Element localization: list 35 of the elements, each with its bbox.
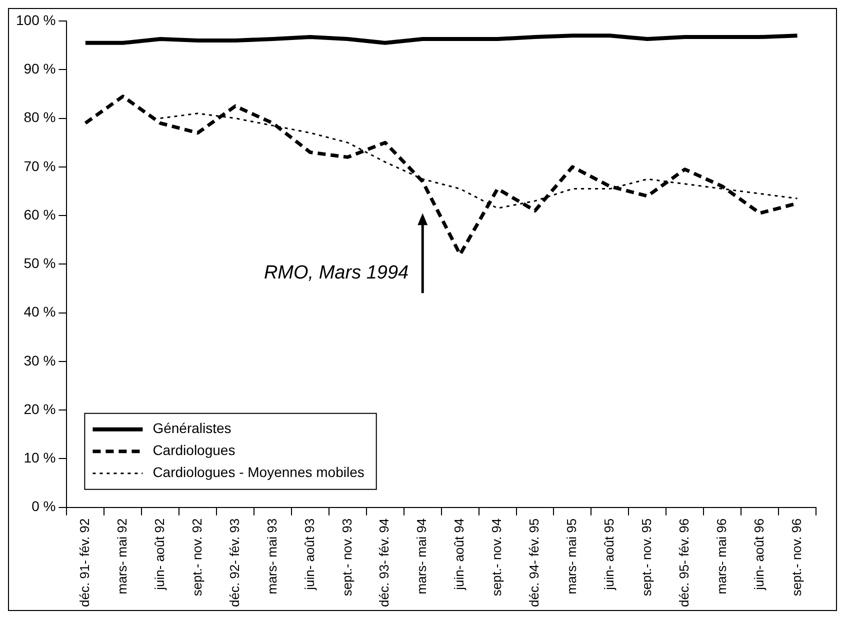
- x-tick-label: juin- août 94: [452, 518, 467, 591]
- y-tick-label: 50 %: [24, 255, 56, 272]
- y-tick-label: 30 %: [24, 352, 56, 368]
- y-tick-label: 0 %: [32, 498, 56, 514]
- y-tick-label: 90 %: [24, 60, 56, 76]
- x-tick-label: juin- août 93: [302, 518, 317, 591]
- x-tick-label: sept.- nov. 95: [638, 518, 654, 596]
- x-tick-label: déc. 95- fév. 96: [676, 518, 692, 608]
- x-tick-label: sept.- nov. 96: [788, 518, 804, 596]
- x-tick-label: mars- mai 92: [114, 518, 130, 594]
- x-tick-label: juin- août 95: [602, 518, 617, 591]
- legend-label: Cardiologues: [152, 442, 236, 458]
- x-tick-label: déc. 92- fév. 93: [226, 518, 242, 608]
- y-tick-label: 20 %: [24, 400, 56, 417]
- y-tick-label: 10 %: [24, 450, 56, 466]
- y-tick-label: 60 %: [24, 206, 56, 222]
- x-tick-label: déc. 94- fév. 95: [526, 518, 542, 608]
- y-tick-label: 100 %: [16, 12, 56, 28]
- legend-label: Cardiologues - Moyennes mobiles: [152, 464, 364, 480]
- x-tick-label: sept.- nov. 94: [489, 518, 504, 596]
- y-tick-label: 80 %: [24, 109, 56, 126]
- x-tick-label: déc. 93- fév. 94: [376, 518, 392, 608]
- x-tick-label: déc. 91- fév. 92: [77, 518, 92, 608]
- x-tick-label: sept.- nov. 93: [339, 518, 354, 596]
- x-tick-label: mars- mai 95: [564, 518, 580, 594]
- legend-label: Généralistes: [152, 420, 232, 436]
- annotation: RMO, Mars 1994: [264, 262, 409, 284]
- x-tick-label: mars- mai 94: [414, 518, 430, 594]
- x-tick-label: mars- mai 93: [264, 518, 280, 594]
- x-tick-label: mars- mai 96: [714, 518, 729, 594]
- y-tick-label: 70 %: [24, 158, 56, 174]
- x-tick-label: sept.- nov. 92: [189, 518, 204, 596]
- x-tick-label: juin- août 92: [152, 518, 167, 591]
- y-tick-label: 40 %: [24, 304, 56, 320]
- x-tick-label: juin- août 96: [751, 518, 766, 591]
